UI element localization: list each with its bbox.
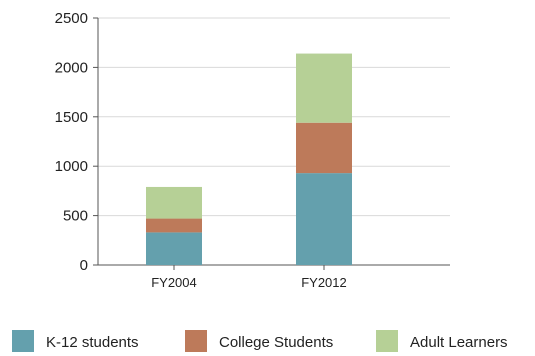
- x-tick-labels: FY2004 FY2012: [151, 265, 347, 290]
- legend-label: Adult Learners: [410, 334, 508, 351]
- legend-label: College Students: [219, 334, 333, 351]
- legend-swatch: [185, 330, 207, 352]
- legend-label: K-12 students: [46, 334, 139, 351]
- y-tick-label: 500: [63, 208, 88, 225]
- y-tick-label: 0: [80, 257, 88, 274]
- x-tick-label: FY2004: [151, 275, 197, 290]
- legend-swatch: [376, 330, 398, 352]
- y-tick-label: 1500: [55, 109, 88, 126]
- y-tick-label: 1000: [55, 158, 88, 175]
- bar-segment-college-students-fy2012: [296, 122, 352, 174]
- bar-segment-k-12-students-fy2004: [146, 232, 202, 265]
- y-tick-labels: 0 500 1000 1500 2000 2500: [55, 10, 98, 274]
- x-tick-label: FY2012: [301, 275, 347, 290]
- bar-segment-k-12-students-fy2012: [296, 173, 352, 265]
- y-tick-label: 2500: [55, 10, 88, 27]
- y-tick-label: 2000: [55, 59, 88, 76]
- bar-segment-college-students-fy2004: [146, 218, 202, 233]
- grid-lines: [98, 17, 450, 217]
- bar-segment-adult-learners-fy2012: [296, 53, 352, 123]
- legend-swatch: [12, 330, 34, 352]
- bar-segment-adult-learners-fy2004: [146, 186, 202, 219]
- legend: K-12 students College Students Adult Learn…: [12, 330, 508, 352]
- bars: [146, 53, 352, 265]
